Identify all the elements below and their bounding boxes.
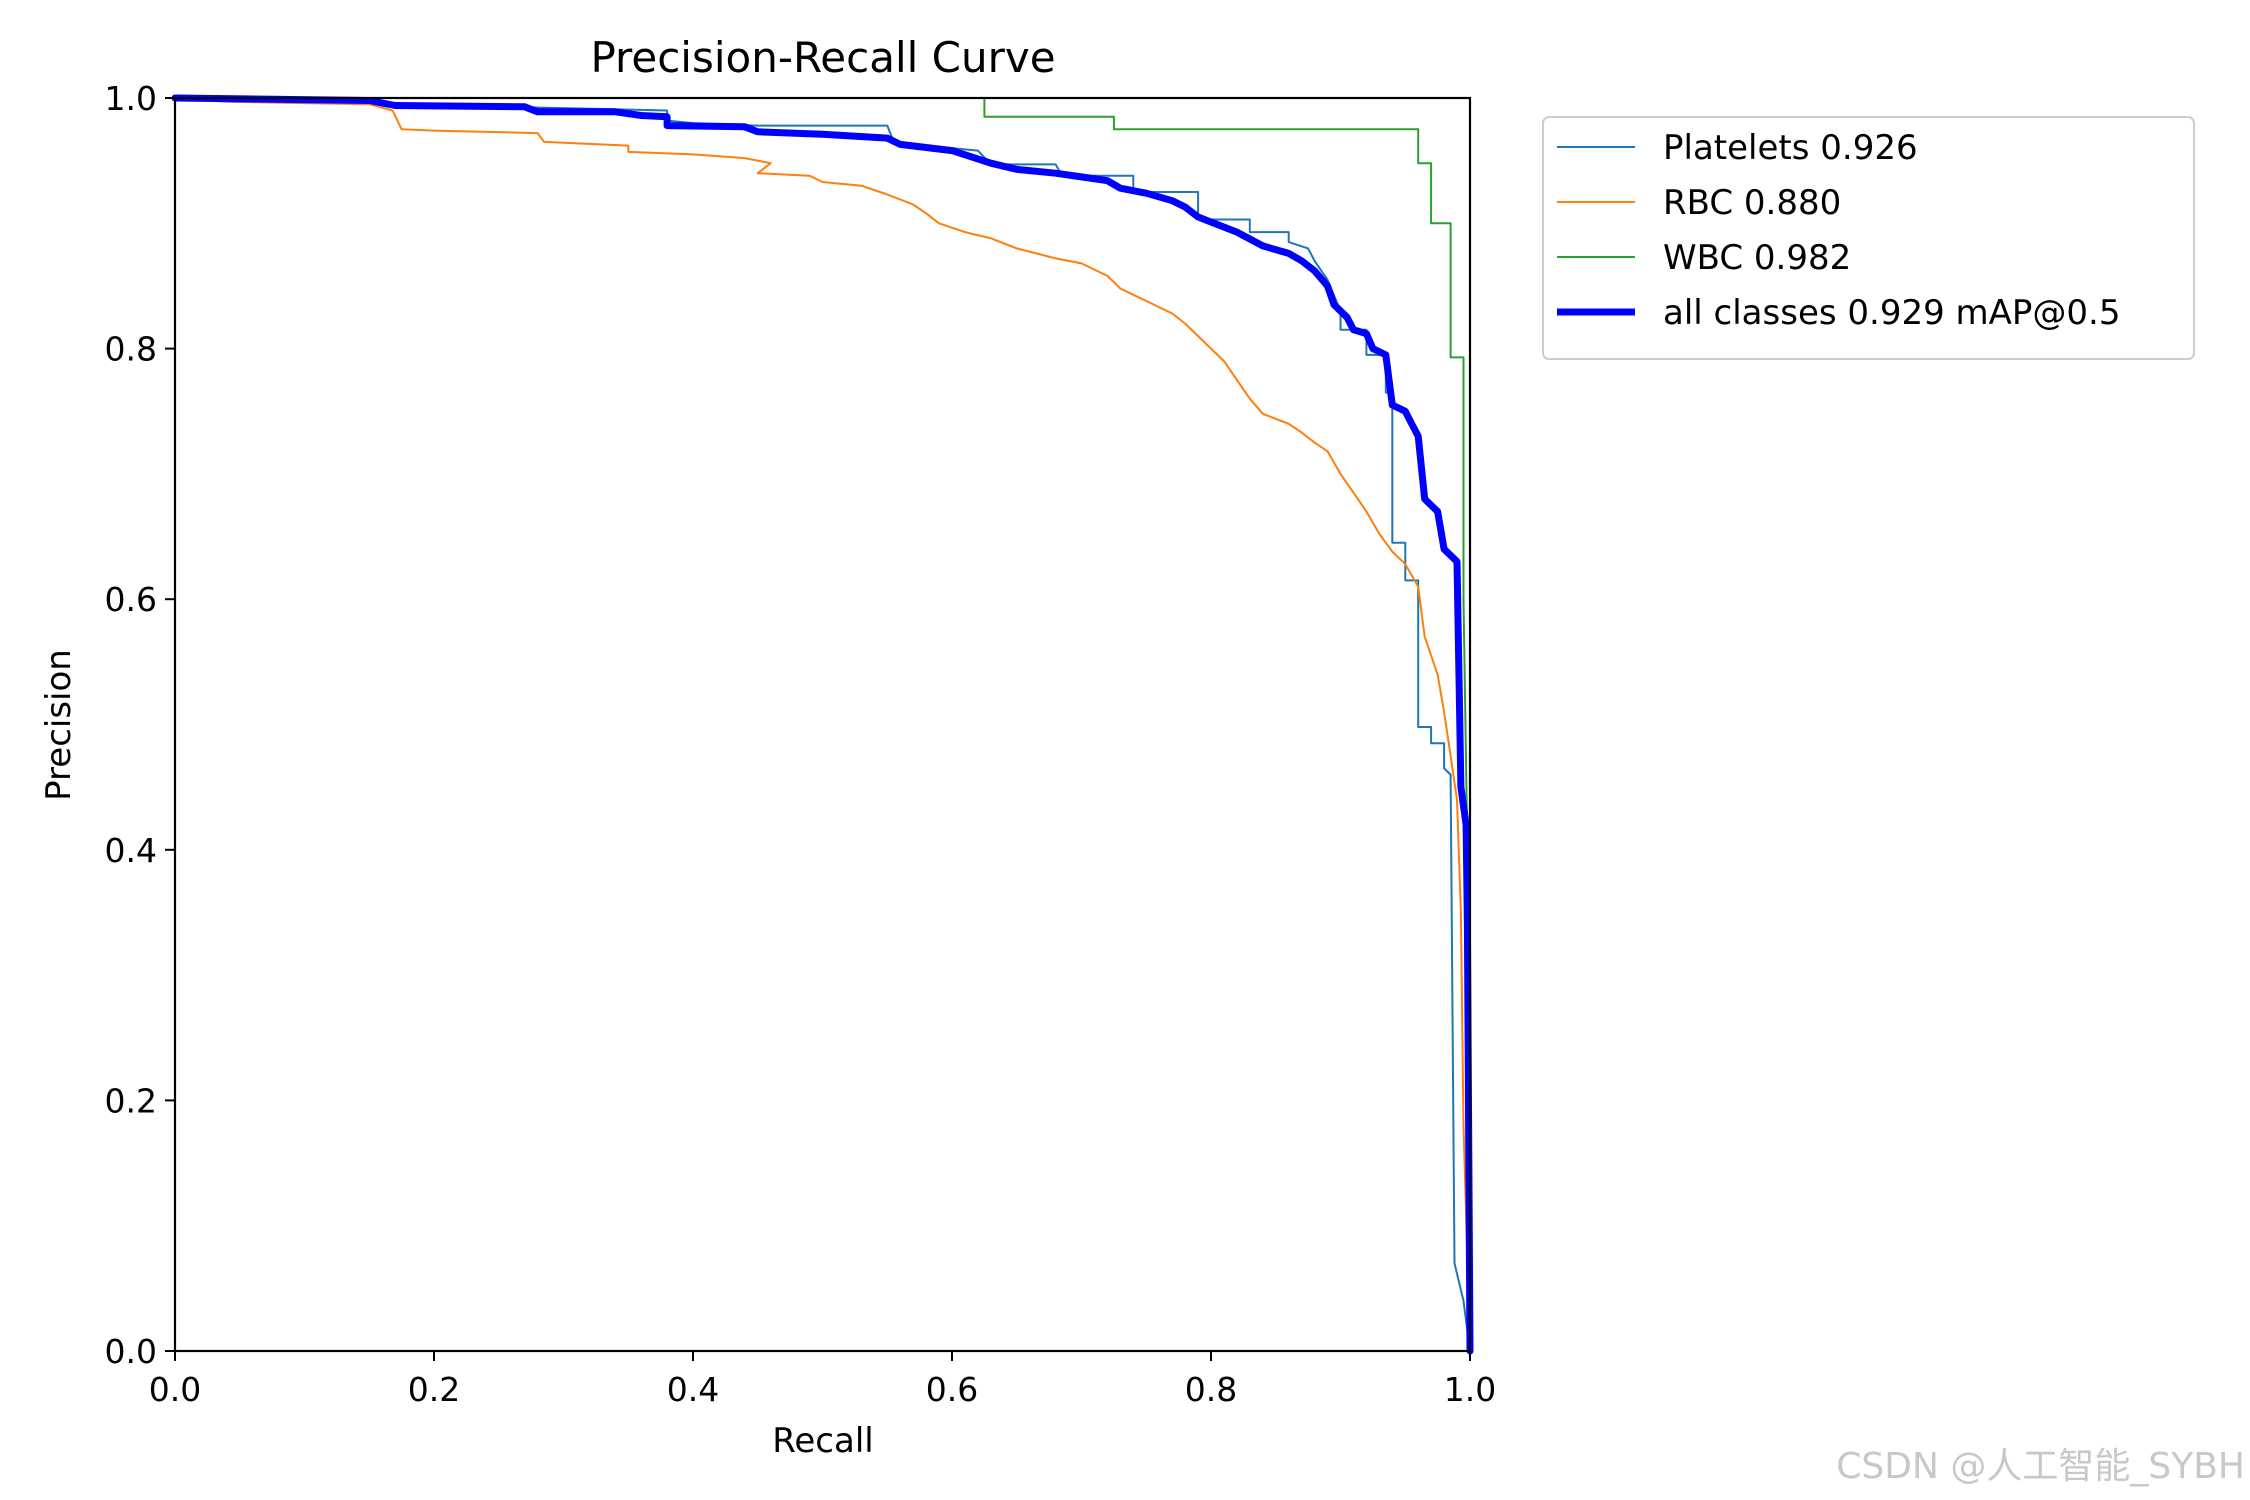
y-tick-label: 0.2 [105, 1081, 157, 1120]
series-line-3 [171, 94, 1474, 1355]
y-tick-label: 0.8 [105, 330, 157, 369]
series-line-2 [174, 97, 1471, 1352]
legend-label-1: RBC 0.880 [1663, 183, 1841, 223]
watermark: CSDN @人工智能_SYBH [1836, 1446, 2245, 1487]
x-tick-label: 0.8 [1185, 1370, 1237, 1409]
series-layer [171, 94, 1474, 1355]
x-tick-label: 1.0 [1444, 1370, 1496, 1409]
y-tick-label: 0.6 [105, 580, 157, 619]
plot-frame [173, 96, 1472, 1353]
x-tick-label: 0.0 [149, 1370, 201, 1409]
y-axis-label: Precision [39, 649, 79, 801]
y-tick-label: 0.4 [105, 831, 157, 870]
legend-label-3: all classes 0.929 mAP@0.5 [1663, 293, 2120, 333]
x-tick-label: 0.2 [408, 1370, 460, 1409]
x-tick-label: 0.4 [667, 1370, 719, 1409]
legend-label-2: WBC 0.982 [1663, 238, 1851, 278]
ticks-layer: 0.0 0.2 0.4 0.6 0.8 1.0 0.0 0.2 0.4 0.6 0.8 1.0 [105, 79, 1497, 1409]
chart-title: Precision-Recall Curve [590, 33, 1055, 82]
y-tick-label: 1.0 [105, 79, 157, 118]
x-axis-label: Recall [772, 1421, 873, 1461]
series-line-1 [174, 97, 1471, 1352]
legend-label-0: Platelets 0.926 [1663, 128, 1918, 168]
series-line-0 [174, 97, 1471, 1352]
legend-frame [1542, 116, 2195, 360]
x-tick-label: 0.6 [926, 1370, 978, 1409]
y-tick-label: 0.0 [105, 1332, 157, 1371]
legend: Platelets 0.926 RBC 0.880 WBC 0.982 all cla… [1542, 116, 2195, 360]
